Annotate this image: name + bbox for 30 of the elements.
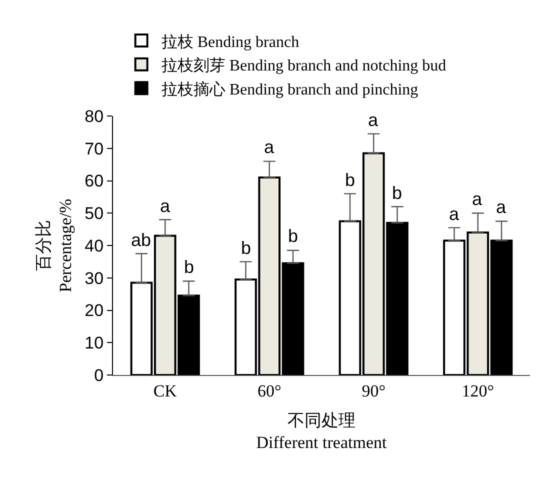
y-tick-label: 40	[84, 236, 104, 256]
y-tick-label: 70	[84, 139, 104, 158]
annotation: b	[345, 170, 356, 190]
x-axis-title: 不同处理 Different treatment	[256, 410, 387, 452]
y-tick-label: 20	[84, 301, 104, 320]
legend-label: 拉枝 Bending branch	[161, 32, 300, 51]
legend-label: 拉枝摘心 Bending branch and pinching	[161, 80, 418, 98]
annotation: a	[496, 197, 507, 217]
annotation: ab	[131, 230, 152, 250]
annotation: a	[368, 110, 379, 130]
annotation: b	[241, 238, 252, 258]
annotation: b	[184, 257, 194, 277]
y-tick-label: 80	[84, 106, 104, 126]
annotation: a	[472, 189, 483, 209]
annotation: a	[160, 196, 171, 216]
legend-label: 拉枝刻芽 Bending branch and notching bud	[161, 56, 446, 75]
x-tick-label: 60°	[257, 381, 282, 400]
y-tick-label: 0	[94, 366, 104, 385]
y-tick-label: 60	[84, 172, 104, 191]
annotation: b	[288, 226, 298, 246]
x-tick-label: 90°	[362, 381, 386, 400]
annotation: a	[449, 204, 460, 224]
x-tick-label: CK	[153, 381, 178, 400]
y-axis-title: 百分比 Percentage/%	[34, 198, 76, 292]
annotation: a	[264, 137, 275, 157]
y-tick-label: 10	[84, 334, 104, 353]
y-tick-label: 30	[84, 268, 104, 288]
annotation: b	[392, 183, 402, 203]
x-tick-label: 120°	[462, 381, 494, 400]
y-tick-label: 50	[84, 204, 104, 224]
